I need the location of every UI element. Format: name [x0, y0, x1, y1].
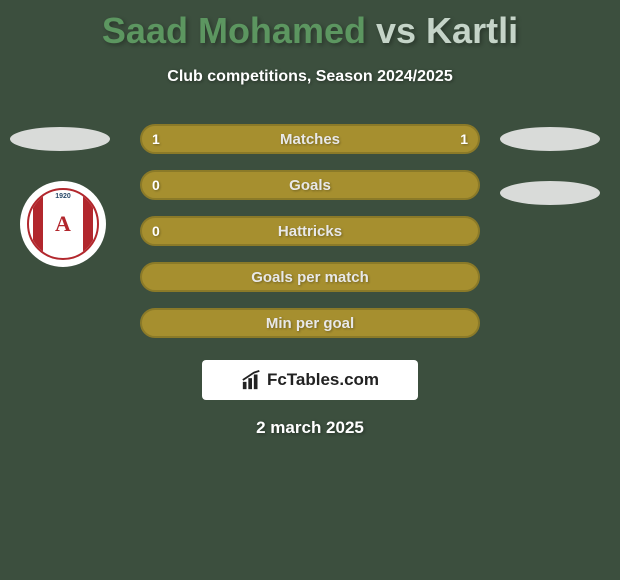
club-stripe [83, 190, 93, 258]
player-a-name: Saad Mohamed [102, 10, 366, 51]
stat-row-goals: 0 Goals [140, 170, 480, 200]
attribution-badge: FcTables.com [202, 360, 418, 400]
decorative-oval [10, 127, 110, 151]
stat-label: Min per goal [266, 315, 354, 332]
stat-row-min-per-goal: Min per goal [140, 308, 480, 338]
bar-chart-icon [241, 369, 263, 391]
decorative-oval [500, 181, 600, 205]
stat-label: Hattricks [278, 223, 342, 240]
stat-row-goals-per-match: Goals per match [140, 262, 480, 292]
attribution-text: FcTables.com [267, 370, 379, 390]
club-logo-inner: 1920 A [27, 188, 99, 260]
decorative-oval [500, 127, 600, 151]
stat-left-value: 1 [152, 131, 160, 147]
stat-row-matches: 1 Matches 1 [140, 124, 480, 154]
date-text: 2 march 2025 [0, 418, 620, 438]
stat-label: Goals per match [251, 269, 369, 286]
stats-section: 1920 A 1 Matches 1 0 Goals 0 Hattricks G… [0, 124, 620, 438]
stat-left-value: 0 [152, 223, 160, 239]
player-b-name: Kartli [426, 10, 518, 51]
stat-right-value: 1 [460, 131, 468, 147]
stat-row-hattricks: 0 Hattricks [140, 216, 480, 246]
stat-left-value: 0 [152, 177, 160, 193]
stat-label: Goals [289, 177, 331, 194]
club-letter: A [55, 211, 71, 237]
club-stripe [33, 190, 43, 258]
stat-label: Matches [280, 131, 340, 148]
subtitle: Club competitions, Season 2024/2025 [0, 68, 620, 86]
stats-rows: 1 Matches 1 0 Goals 0 Hattricks Goals pe… [140, 124, 480, 338]
club-logo: 1920 A [20, 181, 106, 267]
vs-text: vs [376, 10, 416, 51]
page-title: Saad Mohamed vs Kartli [0, 0, 620, 52]
